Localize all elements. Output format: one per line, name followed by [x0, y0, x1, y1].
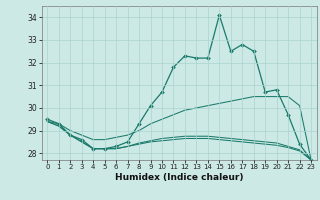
X-axis label: Humidex (Indice chaleur): Humidex (Indice chaleur): [115, 173, 244, 182]
